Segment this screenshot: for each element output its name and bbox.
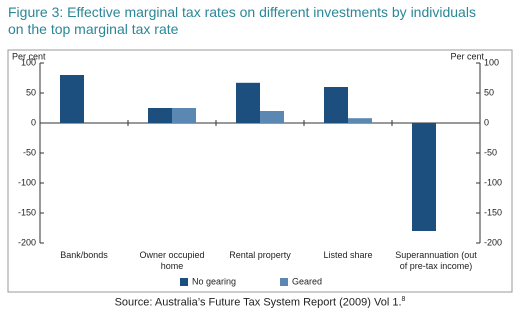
x-tick-label: Listed share xyxy=(323,250,373,260)
bar xyxy=(236,82,260,123)
y-tick-label: -150 xyxy=(18,207,36,217)
bar xyxy=(148,108,172,123)
bar xyxy=(412,123,436,231)
bar xyxy=(324,87,348,123)
y2-tick-label: 0 xyxy=(484,117,489,127)
bar xyxy=(260,111,284,123)
bar xyxy=(60,75,84,123)
source-text: Source: Australia’s Future Tax System Re… xyxy=(114,296,402,309)
y2-tick-label: -50 xyxy=(484,147,497,157)
y-tick-label: -50 xyxy=(23,147,36,157)
y2-tick-label: 50 xyxy=(484,87,494,97)
y-tick-label: -100 xyxy=(18,177,36,187)
x-tick-label: Superannuation (out of pre-tax income) xyxy=(395,250,477,271)
bar xyxy=(348,118,372,123)
y-axis-label: Per cent xyxy=(12,51,46,61)
legend-swatch xyxy=(180,278,188,286)
x-tick-label: Bank/bonds xyxy=(60,250,108,260)
bar xyxy=(172,108,196,123)
chart-frame xyxy=(7,49,513,293)
y-tick-label: 50 xyxy=(26,87,36,97)
legend-swatch xyxy=(280,278,288,286)
x-tick-label: Rental property xyxy=(229,250,291,260)
y2-axis-label: Per cent xyxy=(450,51,484,61)
y2-tick-label: -150 xyxy=(484,207,502,217)
y2-tick-label: 100 xyxy=(484,57,499,67)
legend-label: Geared xyxy=(292,276,322,286)
legend-label: No gearing xyxy=(192,276,236,286)
y-tick-label: 0 xyxy=(31,117,36,127)
source-note: 8 xyxy=(401,296,406,303)
y2-tick-label: -100 xyxy=(484,177,502,187)
x-tick-label: Owner occupied home xyxy=(139,250,205,271)
chart-title: Figure 3: Effective marginal tax rates o… xyxy=(8,4,476,37)
y-tick-label: 100 xyxy=(21,57,36,67)
source: Source: Australia’s Future Tax System Re… xyxy=(0,296,520,309)
y2-tick-label: -200 xyxy=(484,237,502,247)
y-tick-label: -200 xyxy=(18,237,36,247)
